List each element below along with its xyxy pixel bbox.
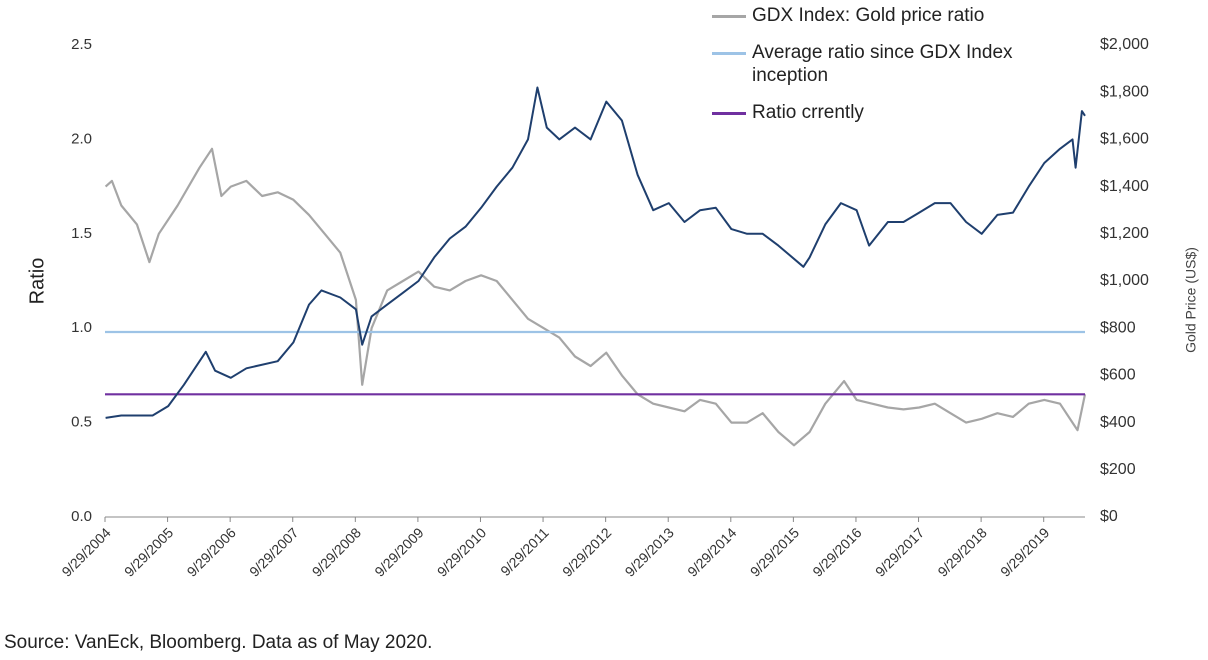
y2-tick-label: $1,600 — [1100, 131, 1149, 148]
legend-swatch — [712, 15, 746, 18]
x-tick-label: 9/29/2019 — [997, 524, 1053, 580]
source-note: Source: VanEck, Bloomberg. Data as of Ma… — [4, 632, 433, 653]
series-line — [105, 86, 1086, 419]
legend-swatch — [712, 112, 746, 115]
legend-label: GDX Index: Gold price ratio — [752, 5, 985, 26]
x-tick-label: 9/29/2015 — [747, 524, 803, 580]
legend-item: GDX Index: Gold price ratio — [712, 4, 1062, 27]
y-tick-label: 0.0 — [71, 508, 92, 525]
x-tick-label: 9/29/2009 — [371, 524, 427, 580]
y2-axis-title: Gold Price (US$) — [1183, 247, 1199, 353]
y-tick-label: 1.5 — [71, 225, 92, 242]
y-axis-title: Ratio — [26, 258, 48, 305]
legend-label: Ratio crrently — [752, 102, 864, 123]
y-tick-label: 2.5 — [71, 36, 92, 53]
y2-tick-label: $0 — [1100, 508, 1118, 525]
y2-tick-label: $1,400 — [1100, 178, 1149, 195]
y-tick-label: 2.0 — [71, 130, 92, 147]
y2-tick-label: $1,000 — [1100, 272, 1149, 289]
x-tick-label: 9/29/2014 — [684, 524, 740, 580]
y2-tick-label: $600 — [1100, 367, 1136, 384]
x-tick-label: 9/29/2006 — [184, 524, 240, 580]
y2-tick-label: $2,000 — [1100, 36, 1149, 53]
y2-tick-label: $1,200 — [1100, 225, 1149, 242]
legend-label: Average ratio since GDX Index inception — [752, 42, 1013, 86]
x-tick-label: 9/29/2012 — [559, 524, 615, 580]
x-tick-label: 9/29/2005 — [121, 524, 177, 580]
legend-item: Average ratio since GDX Index inception — [712, 41, 1062, 87]
legend-swatch — [712, 52, 746, 55]
y2-tick-label: $200 — [1100, 461, 1136, 478]
x-tick-label: 9/29/2018 — [934, 524, 990, 580]
x-tick-label: 9/29/2017 — [872, 524, 928, 580]
legend: GDX Index: Gold price ratio Average ratio… — [712, 4, 1072, 138]
y2-tick-label: $1,800 — [1100, 83, 1149, 100]
x-tick-label: 9/29/2016 — [809, 524, 865, 580]
x-tick-label: 9/29/2004 — [58, 524, 114, 580]
x-tick-label: 9/29/2010 — [434, 524, 490, 580]
x-tick-label: 9/29/2007 — [246, 524, 302, 580]
x-tick-label: 9/29/2008 — [309, 524, 365, 580]
series-line — [104, 147, 1087, 447]
x-tick-label: 9/29/2013 — [622, 524, 678, 580]
legend-item: Ratio crrently — [712, 101, 1062, 124]
y2-tick-label: $400 — [1100, 414, 1136, 431]
y2-tick-label: $800 — [1100, 319, 1136, 336]
y-tick-label: 1.0 — [71, 319, 92, 336]
y-tick-label: 0.5 — [71, 414, 92, 431]
x-tick-label: 9/29/2011 — [497, 524, 552, 579]
